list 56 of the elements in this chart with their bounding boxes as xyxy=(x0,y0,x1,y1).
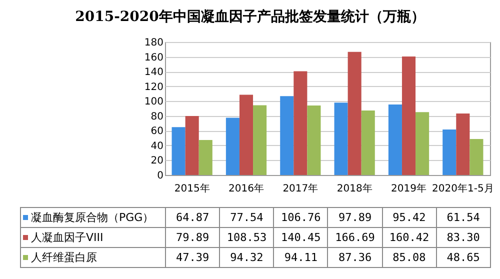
data-label: 48.65 xyxy=(436,248,490,268)
data-label: 64.87 xyxy=(166,208,220,228)
data-label: 83.30 xyxy=(436,228,490,248)
y-tick-label: 120 xyxy=(144,82,164,93)
y-tick-label: 0 xyxy=(157,170,164,182)
legend-label: 人凝血因子VIII xyxy=(20,228,166,248)
bar xyxy=(185,116,199,175)
x-tick-label: 2017年 xyxy=(282,182,318,194)
bar xyxy=(470,139,484,175)
data-label: 108.53 xyxy=(220,228,274,248)
bar xyxy=(416,112,430,175)
bar xyxy=(402,56,416,175)
y-tick-label: 100 xyxy=(144,96,164,108)
bar xyxy=(442,130,456,175)
bar xyxy=(334,102,348,175)
y-tick-label: 20 xyxy=(150,156,164,167)
bar xyxy=(361,110,375,175)
data-label: 166.69 xyxy=(328,228,382,248)
data-label: 97.89 xyxy=(328,208,382,228)
bar xyxy=(172,127,186,175)
bar xyxy=(226,118,240,175)
bar xyxy=(198,140,212,175)
bar xyxy=(388,104,402,175)
legend-label: 凝血酶复原合物（PGG） xyxy=(20,208,166,228)
bar xyxy=(348,52,362,175)
data-label: 140.45 xyxy=(274,228,328,248)
data-label: 61.54 xyxy=(436,208,490,228)
bar xyxy=(456,113,470,175)
chart-title: 2015-2020年中国凝血因子产品批签发量统计（万瓶） xyxy=(74,8,426,26)
y-tick-label: 140 xyxy=(144,67,164,78)
data-label: 160.42 xyxy=(382,228,436,248)
data-label: 77.54 xyxy=(220,208,274,228)
data-label: 94.32 xyxy=(220,248,274,268)
bar xyxy=(294,71,308,175)
bar xyxy=(253,105,267,175)
data-label: 94.11 xyxy=(274,248,328,268)
data-label: 87.36 xyxy=(328,248,382,268)
bar xyxy=(280,96,294,175)
legend-label: 人纤维蛋白原 xyxy=(20,248,166,268)
x-tick-label: 2016年 xyxy=(228,182,264,194)
data-label: 79.89 xyxy=(166,228,220,248)
data-label: 95.42 xyxy=(382,208,436,228)
y-tick-label: 180 xyxy=(144,38,164,48)
y-tick-label: 80 xyxy=(150,111,164,122)
data-label: 47.39 xyxy=(166,248,220,268)
x-tick-label: 2020年1-5月 xyxy=(432,182,494,194)
x-tick-label: 2019年 xyxy=(391,182,426,194)
bar xyxy=(307,105,321,175)
data-label: 85.08 xyxy=(382,248,436,268)
x-tick-label: 2015年 xyxy=(174,182,210,194)
bar xyxy=(239,94,254,175)
x-tick-label: 2018年 xyxy=(336,182,372,194)
y-tick-label: 40 xyxy=(150,140,164,152)
y-tick-label: 60 xyxy=(150,126,164,138)
data-label: 106.76 xyxy=(274,208,328,228)
y-tick-label: 160 xyxy=(144,52,164,64)
